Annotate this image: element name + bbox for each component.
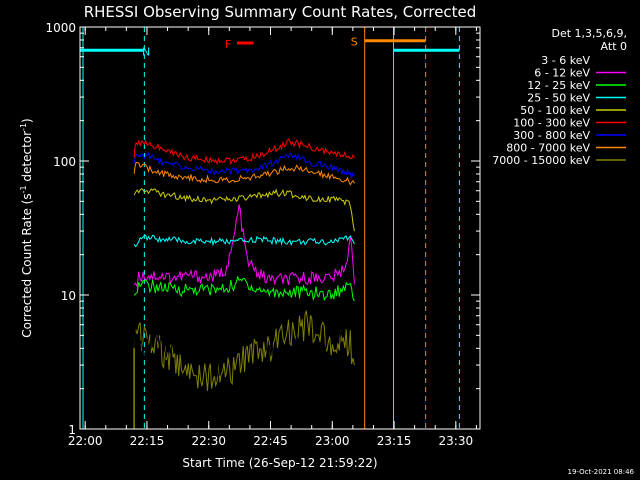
x-tick-label: 22:30 [191, 434, 226, 448]
x-axis-label: Start Time (26-Sep-12 21:59:22) [182, 456, 377, 470]
series-lines [133, 138, 357, 429]
chart-title: RHESSI Observing Summary Count Rates, Co… [84, 3, 477, 21]
legend-label: 3 - 6 keV [541, 54, 590, 67]
y-axis-label: Corrected Count Rate (s-1 detector-1) [19, 118, 34, 337]
x-tick-label: 23:15 [377, 434, 412, 448]
legend-label: 50 - 100 keV [520, 104, 590, 117]
legend-label: 100 - 300 keV [513, 117, 590, 130]
x-tick-label: 22:15 [130, 434, 165, 448]
y-axis-label-detector: detector [20, 131, 34, 186]
legend-label: 12 - 25 keV [527, 79, 590, 92]
x-tick-label: 23:00 [315, 434, 350, 448]
y-axis-label-sup2: -1 [19, 123, 28, 131]
y-tick-label: 1000 [45, 21, 76, 35]
series-line-5 [133, 138, 355, 166]
status-label-F: F [225, 38, 231, 51]
axes: 22:00 22:15 22:30 22:45 23:00 23:15 23:30 1 10 10… [45, 21, 480, 448]
series-line-7 [133, 161, 355, 186]
legend-label: 7000 - 15000 keV [492, 154, 590, 167]
series-line-6 [133, 152, 355, 181]
y-tick-label: 10 [61, 289, 76, 303]
footer-timestamp: 19-Oct-2021 08:46 [568, 468, 635, 476]
x-tick-label: 22:45 [253, 434, 288, 448]
legend-label: 25 - 50 keV [527, 92, 590, 105]
y-tick-label: 1 [68, 423, 76, 437]
y-axis-label-sup1: -1 [19, 185, 28, 193]
status-label-S: S [351, 36, 358, 49]
legend-label: 300 - 800 keV [513, 129, 590, 142]
status-bars: NSF [80, 27, 460, 429]
y-axis-label-main: Corrected Count Rate (s [20, 193, 34, 337]
series-line-2 [133, 275, 355, 302]
series-line-8 [133, 310, 355, 391]
series-line-4 [133, 188, 355, 232]
legend-header-line-1: Det 1,3,5,6,9, [551, 27, 627, 40]
legend-label: 800 - 7000 keV [506, 142, 590, 155]
legend-label: 6 - 12 keV [534, 67, 590, 80]
x-tick-label: 23:30 [439, 434, 474, 448]
y-axis-label-close: ) [20, 118, 34, 123]
series-line-1 [133, 204, 355, 289]
legend-header-line-2: Att 0 [601, 40, 627, 53]
x-tick-label: 22:00 [68, 434, 103, 448]
series-line-3 [133, 234, 355, 248]
plot-frame [79, 26, 481, 430]
y-tick-label: 100 [53, 155, 76, 169]
status-label-N: N [142, 45, 150, 58]
